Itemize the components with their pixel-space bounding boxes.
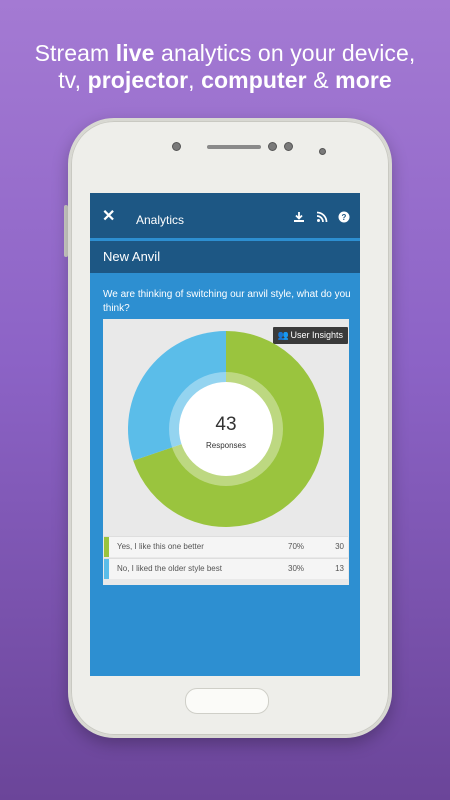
legend-swatch-yes [104,537,109,557]
total-responses-value: 43 [215,414,236,435]
legend-percent: 30% [288,564,305,573]
legend-row-no[interactable]: No, I liked the older style best 30% 13 [104,558,348,579]
legend-swatch-no [104,559,109,579]
phone-led-icon [319,148,326,155]
rss-icon[interactable] [315,211,329,225]
help-icon[interactable]: ? [337,211,351,225]
promo-line-1: Stream live analytics on your device, [34,40,416,66]
legend-label: Yes, I like this one better [117,542,204,551]
total-responses-label: Responses [206,441,246,450]
phone-sensor-icon [284,142,293,151]
download-icon[interactable] [292,211,306,225]
donut-center [179,382,273,476]
app-title: Analytics [136,213,185,227]
legend-percent: 70% [288,542,305,551]
legend-label: No, I liked the older style best [117,564,222,573]
app-top-bar: ✕ Analytics ? [90,193,360,238]
section-header: New Anvil [90,241,360,273]
legend-count: 30 [335,542,344,551]
promo-headline: Stream live analytics on your device, tv… [0,40,450,94]
results-card: 👥 User Insights 43 Responses Yes, I like … [103,319,349,585]
user-insights-button[interactable]: 👥 User Insights [273,327,348,344]
app-screen: ✕ Analytics ? New Anvil We are thinking … [90,193,360,676]
question-text: We are thinking of switching our anvil s… [103,289,351,314]
phone-speaker [207,145,261,149]
user-insights-label: User Insights [290,330,343,340]
phone-camera-icon [268,142,277,151]
legend-count: 13 [335,564,344,573]
svg-text:?: ? [342,213,347,222]
promo-line-2: tv, projector, computer & more [58,67,392,93]
section-title: New Anvil [103,249,161,264]
phone-sensor-icon [172,142,181,151]
close-icon[interactable]: ✕ [102,208,116,225]
users-icon: 👥 [277,330,289,340]
phone-volume-button [64,205,68,257]
phone-home-button[interactable] [185,688,269,714]
donut-chart: 43 Responses [128,331,324,527]
legend-row-yes[interactable]: Yes, I like this one better 70% 30 [104,536,348,557]
